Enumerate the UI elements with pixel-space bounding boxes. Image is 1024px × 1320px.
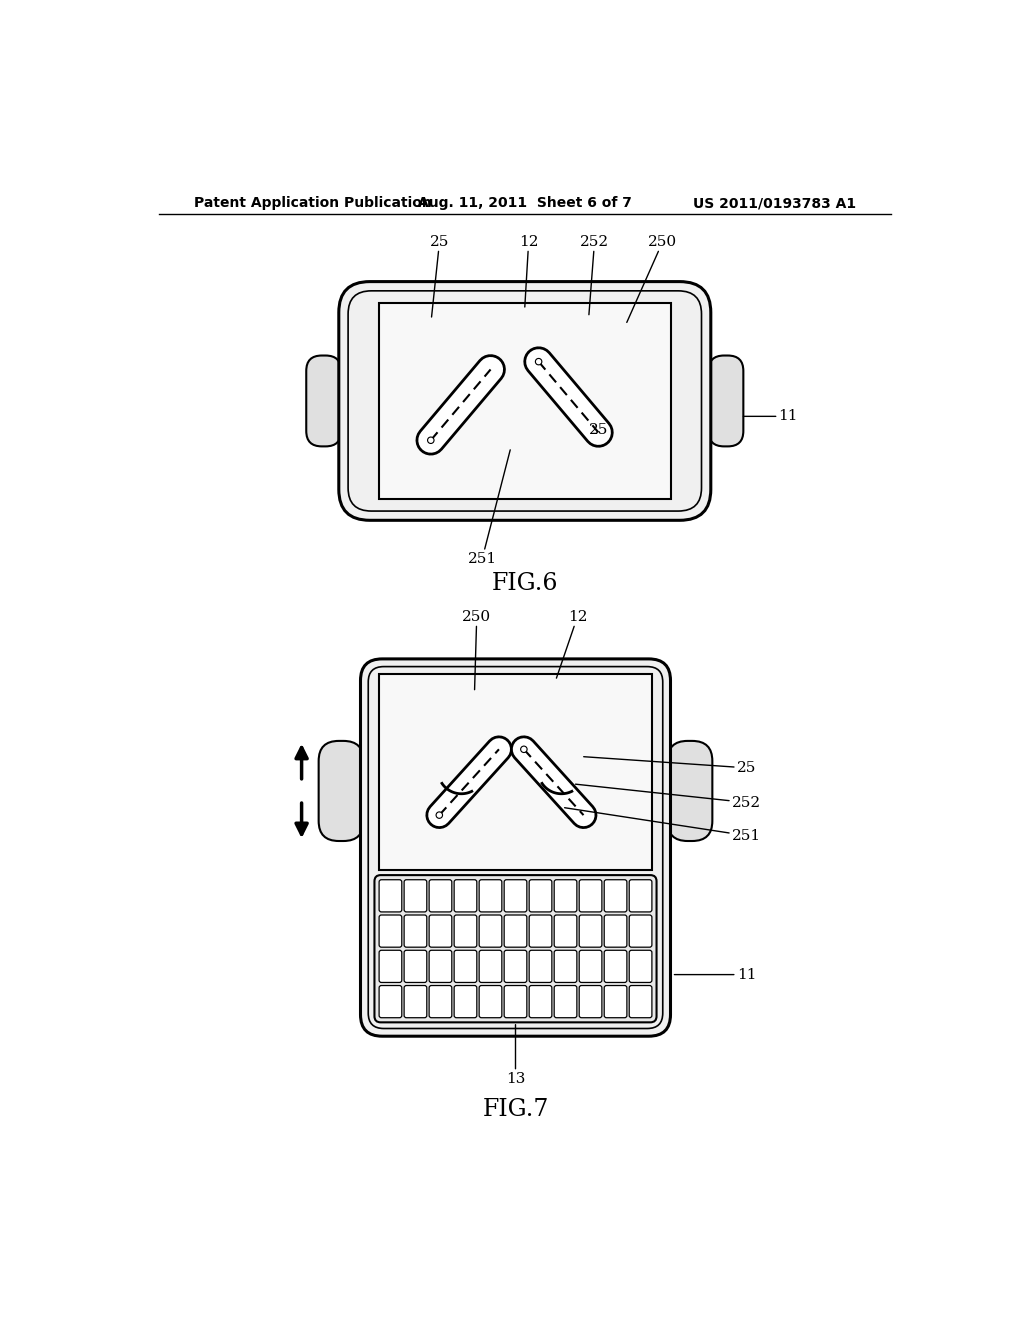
FancyBboxPatch shape <box>404 986 427 1018</box>
FancyBboxPatch shape <box>554 915 577 948</box>
Text: 251: 251 <box>564 808 761 842</box>
FancyBboxPatch shape <box>529 915 552 948</box>
FancyBboxPatch shape <box>629 915 652 948</box>
Text: FIG.6: FIG.6 <box>492 572 558 595</box>
Text: 252: 252 <box>575 784 761 809</box>
FancyBboxPatch shape <box>629 986 652 1018</box>
FancyBboxPatch shape <box>306 355 341 446</box>
FancyBboxPatch shape <box>375 875 656 1022</box>
Circle shape <box>522 747 525 751</box>
FancyBboxPatch shape <box>554 986 577 1018</box>
Text: Patent Application Publication: Patent Application Publication <box>194 197 432 210</box>
Text: 250: 250 <box>627 235 677 322</box>
Circle shape <box>436 812 442 818</box>
Text: 11: 11 <box>743 409 798 424</box>
Text: 12: 12 <box>556 610 587 678</box>
FancyBboxPatch shape <box>604 879 627 912</box>
FancyBboxPatch shape <box>454 915 477 948</box>
FancyBboxPatch shape <box>360 659 671 1036</box>
FancyBboxPatch shape <box>554 879 577 912</box>
Circle shape <box>428 437 434 444</box>
Text: 250: 250 <box>462 610 492 689</box>
FancyBboxPatch shape <box>604 915 627 948</box>
Text: 25: 25 <box>430 235 450 317</box>
Text: US 2011/0193783 A1: US 2011/0193783 A1 <box>693 197 856 210</box>
FancyBboxPatch shape <box>379 879 401 912</box>
FancyBboxPatch shape <box>529 986 552 1018</box>
FancyBboxPatch shape <box>604 986 627 1018</box>
Text: 25: 25 <box>584 756 756 775</box>
FancyBboxPatch shape <box>404 950 427 982</box>
FancyBboxPatch shape <box>604 950 627 982</box>
FancyBboxPatch shape <box>504 915 526 948</box>
FancyBboxPatch shape <box>404 915 427 948</box>
Circle shape <box>536 359 542 364</box>
Circle shape <box>537 360 541 363</box>
Text: Aug. 11, 2011  Sheet 6 of 7: Aug. 11, 2011 Sheet 6 of 7 <box>418 197 632 210</box>
Text: 12: 12 <box>519 235 539 308</box>
FancyBboxPatch shape <box>580 950 602 982</box>
FancyBboxPatch shape <box>429 879 452 912</box>
FancyBboxPatch shape <box>348 290 701 511</box>
FancyBboxPatch shape <box>580 915 602 948</box>
Text: 251: 251 <box>468 450 510 566</box>
FancyBboxPatch shape <box>454 986 477 1018</box>
Text: 25: 25 <box>589 424 608 437</box>
FancyBboxPatch shape <box>454 879 477 912</box>
FancyBboxPatch shape <box>479 986 502 1018</box>
FancyBboxPatch shape <box>580 879 602 912</box>
Circle shape <box>437 813 441 817</box>
FancyBboxPatch shape <box>318 741 364 841</box>
FancyBboxPatch shape <box>454 950 477 982</box>
FancyBboxPatch shape <box>529 879 552 912</box>
FancyBboxPatch shape <box>554 950 577 982</box>
Text: FIG.7: FIG.7 <box>482 1098 549 1121</box>
FancyBboxPatch shape <box>379 950 401 982</box>
FancyBboxPatch shape <box>668 741 713 841</box>
FancyBboxPatch shape <box>709 355 743 446</box>
FancyBboxPatch shape <box>429 915 452 948</box>
FancyBboxPatch shape <box>504 986 526 1018</box>
FancyBboxPatch shape <box>429 950 452 982</box>
FancyBboxPatch shape <box>339 281 711 520</box>
FancyBboxPatch shape <box>404 879 427 912</box>
FancyBboxPatch shape <box>369 667 663 1028</box>
Bar <box>379 304 671 499</box>
FancyBboxPatch shape <box>529 950 552 982</box>
FancyBboxPatch shape <box>504 950 526 982</box>
FancyBboxPatch shape <box>504 879 526 912</box>
FancyBboxPatch shape <box>479 915 502 948</box>
FancyBboxPatch shape <box>629 950 652 982</box>
Bar <box>379 675 652 870</box>
Text: 11: 11 <box>675 968 756 982</box>
Text: 252: 252 <box>580 235 609 314</box>
Text: 13: 13 <box>506 1024 525 1085</box>
FancyBboxPatch shape <box>379 986 401 1018</box>
Circle shape <box>521 746 527 752</box>
FancyBboxPatch shape <box>429 986 452 1018</box>
FancyBboxPatch shape <box>479 950 502 982</box>
FancyBboxPatch shape <box>479 879 502 912</box>
Circle shape <box>429 438 433 442</box>
FancyBboxPatch shape <box>580 986 602 1018</box>
FancyBboxPatch shape <box>379 915 401 948</box>
FancyBboxPatch shape <box>629 879 652 912</box>
